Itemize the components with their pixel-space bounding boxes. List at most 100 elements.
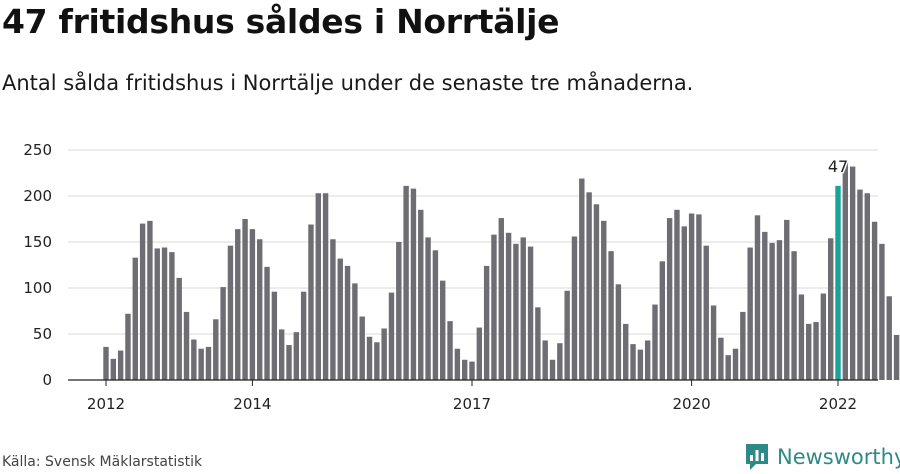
bar: [776, 240, 783, 380]
bar: [183, 311, 190, 380]
bar: [388, 292, 395, 380]
bar: [308, 224, 314, 380]
bar: [623, 323, 629, 380]
bar: [820, 293, 827, 380]
bar: [579, 178, 585, 380]
bar: [710, 305, 717, 380]
bar: [864, 193, 870, 380]
bar: [469, 361, 475, 380]
bar: [784, 219, 790, 380]
bar: [893, 334, 900, 380]
bar: [593, 204, 600, 380]
page-title: 47 fritidshus såldes i Norrtälje: [2, 2, 560, 41]
bar: [557, 343, 563, 380]
bar: [381, 328, 387, 380]
bar: [498, 218, 504, 380]
bar: [703, 245, 709, 380]
bar: [374, 342, 380, 380]
bar: [564, 290, 570, 380]
bar: [520, 237, 526, 380]
bar: [110, 358, 117, 380]
bar: [666, 218, 673, 380]
bar: [791, 251, 797, 380]
y-tick-label: 0: [42, 371, 52, 389]
x-tick-label: 2017: [453, 395, 491, 413]
bar: [798, 294, 805, 380]
bar: [132, 257, 138, 380]
bar: [293, 332, 300, 380]
bar: [769, 242, 775, 380]
bar: [527, 246, 534, 380]
bar: [117, 350, 124, 380]
bar: [549, 359, 556, 380]
bar: [249, 229, 256, 380]
bar: [432, 250, 439, 380]
chart-subtitle: Antal sålda fritidshus i Norrtälje under…: [2, 71, 694, 95]
x-tick-label: 2022: [819, 395, 857, 413]
bar: [205, 346, 212, 380]
bar: [359, 316, 365, 380]
bar: [198, 348, 204, 380]
bar: [425, 237, 431, 380]
bar: [535, 307, 541, 380]
bar: [396, 242, 402, 380]
bar: [220, 287, 226, 380]
y-tick-label: 250: [23, 141, 52, 159]
source-note: Källa: Svensk Mäklarstatistik: [2, 454, 203, 470]
bar: [571, 236, 578, 380]
y-tick-label: 50: [33, 325, 52, 343]
bar: [762, 231, 768, 380]
brand-logo[interactable]: Newsworthy: [744, 440, 900, 474]
bar: [644, 340, 651, 380]
bar: [674, 209, 680, 380]
bar: [169, 252, 175, 380]
bar: [278, 329, 285, 380]
bar: [337, 258, 343, 380]
bar: [542, 340, 548, 380]
bar: [461, 359, 468, 380]
bar: [286, 345, 292, 380]
bar: [813, 322, 819, 380]
bar: [257, 239, 263, 380]
bar: [586, 192, 592, 380]
bar: [418, 209, 424, 380]
bar: [344, 265, 351, 380]
bar: [630, 344, 636, 380]
x-tick-label: 2014: [233, 395, 271, 413]
bar: [176, 277, 182, 380]
bar: [688, 213, 695, 380]
bar: [213, 319, 219, 380]
bar: [754, 215, 761, 380]
data-label: 47: [828, 157, 848, 176]
bar: [454, 348, 461, 380]
bar: [447, 321, 453, 380]
bar: [718, 337, 724, 380]
bar: [125, 313, 131, 380]
bar: [242, 219, 248, 380]
x-tick-label: 2020: [673, 395, 711, 413]
newsworthy-logo-icon: [746, 444, 768, 470]
bar: [732, 348, 739, 380]
bar: [154, 248, 160, 380]
brand-name: Newsworthy: [777, 445, 900, 469]
y-tick-label: 150: [23, 233, 52, 251]
bar: [476, 327, 483, 380]
bar: [271, 291, 278, 380]
bar: [608, 251, 614, 380]
bar: [879, 243, 885, 380]
bar: [886, 296, 892, 380]
bar: [147, 220, 153, 380]
bar: [315, 193, 321, 380]
bar: [410, 188, 417, 380]
bar: [322, 193, 329, 380]
bar: [330, 239, 336, 380]
bar: [615, 284, 622, 380]
bar: [857, 189, 863, 380]
bar: [842, 160, 849, 380]
y-tick-label: 200: [23, 187, 52, 205]
bar: [235, 229, 241, 380]
bar: [227, 245, 234, 380]
bar: [806, 323, 812, 380]
bar: [264, 266, 270, 380]
